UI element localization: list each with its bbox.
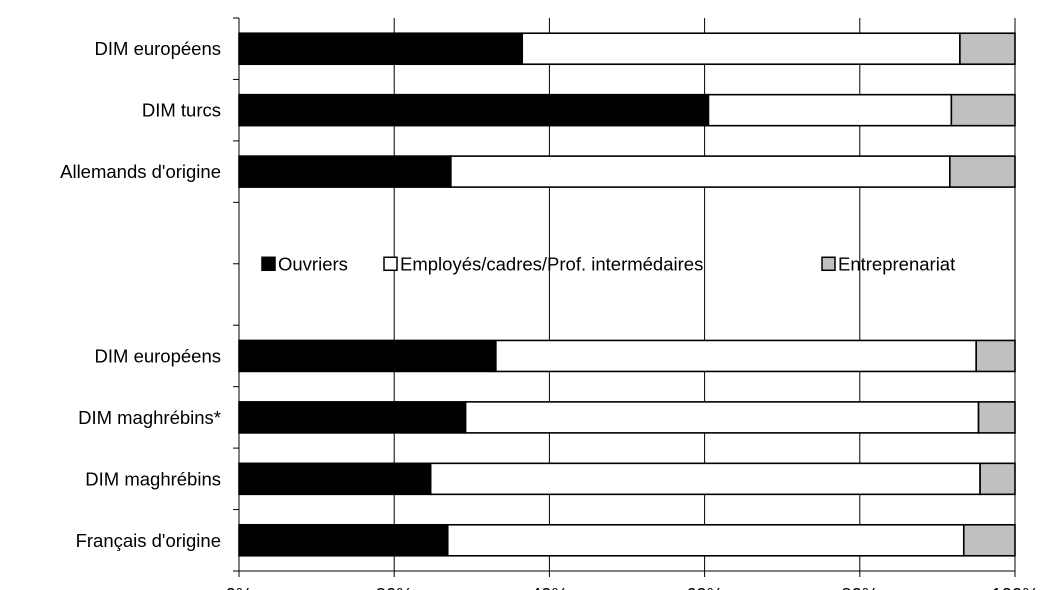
x-tick-label: 20% <box>376 584 413 590</box>
bar-segment <box>950 93 1016 127</box>
category-label: DIM turcs <box>142 100 221 121</box>
x-tick-label: 0% <box>226 584 253 590</box>
category-label: DIM maghrébins <box>85 468 221 489</box>
bar-segment <box>238 93 710 127</box>
bar-segment <box>238 339 497 373</box>
bar-segment <box>979 462 1016 496</box>
bar-segment <box>962 523 1016 557</box>
x-tick-label: 40% <box>531 584 568 590</box>
bar-segment <box>450 155 951 188</box>
bar-segment <box>975 339 1016 373</box>
legend-swatch <box>383 256 398 272</box>
bar-segment <box>238 32 524 66</box>
bar-segment <box>977 401 1016 434</box>
bar-segment <box>238 462 432 496</box>
axes <box>233 17 1016 577</box>
legend-swatch <box>261 256 276 272</box>
category-label: Allemands d'origine <box>60 161 221 182</box>
x-tick-label: 60% <box>686 584 723 590</box>
labels: 0% 20% 40% 60% 80% 100% DIM européens DIM turcs… <box>60 38 1039 590</box>
bar-segment <box>238 155 452 188</box>
x-tick-label: 80% <box>841 584 878 590</box>
bar-segment <box>521 32 961 66</box>
bar-segment <box>446 523 965 557</box>
category-label: DIM européens <box>95 345 221 366</box>
legend-label: Entreprenariat <box>838 253 955 274</box>
bar-segment <box>959 32 1016 66</box>
category-label: DIM européens <box>95 38 221 59</box>
legend-swatch <box>821 256 836 272</box>
bar-segment <box>238 523 449 557</box>
bar-segment <box>949 155 1016 188</box>
category-label: Français d'origine <box>76 530 221 551</box>
bar-segment <box>464 401 980 434</box>
x-tick-label: 100% <box>991 584 1038 590</box>
legend: Ouvriers Employés/cadres/Prof. intermédai… <box>261 253 955 274</box>
bar-segment <box>495 339 977 373</box>
bars <box>238 32 1016 557</box>
bar-segment <box>429 462 981 496</box>
bar-segment <box>238 401 467 434</box>
legend-label: Ouvriers <box>278 253 348 274</box>
legend-label: Employés/cadres/Prof. intermédaires <box>400 253 703 274</box>
bar-segment <box>707 93 953 127</box>
category-label: DIM maghrébins* <box>78 407 221 428</box>
